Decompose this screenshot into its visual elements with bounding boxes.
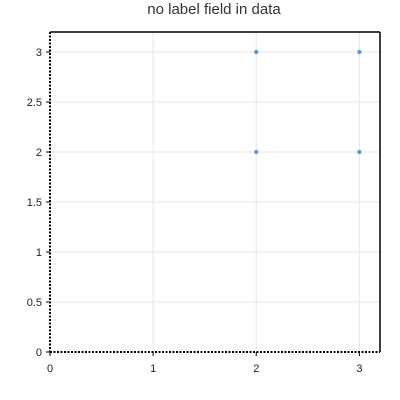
data-point — [254, 50, 258, 54]
y-tick-label: 2.5 — [27, 97, 42, 109]
x-axis-ticks: 0 1 2 3 — [47, 352, 363, 375]
chart-title: no label field in data — [147, 1, 281, 18]
axes — [50, 32, 380, 352]
y-tick-label: 3 — [36, 47, 42, 59]
y-tick-label: 1 — [36, 247, 42, 259]
x-tick-label: 3 — [356, 363, 362, 375]
x-tick-label: 0 — [47, 363, 53, 375]
data-point — [357, 150, 361, 154]
grid-lines — [50, 32, 380, 352]
data-point — [254, 150, 258, 154]
y-tick-label: 0.5 — [27, 297, 42, 309]
y-tick-label: 0 — [36, 347, 42, 359]
data-point — [357, 50, 361, 54]
x-tick-label: 2 — [253, 363, 259, 375]
y-tick-label: 1.5 — [27, 197, 42, 209]
y-tick-label: 2 — [36, 147, 42, 159]
y-axis-ticks: 0 0.5 1 1.5 2 2.5 3 — [27, 47, 50, 359]
x-tick-label: 1 — [150, 363, 156, 375]
